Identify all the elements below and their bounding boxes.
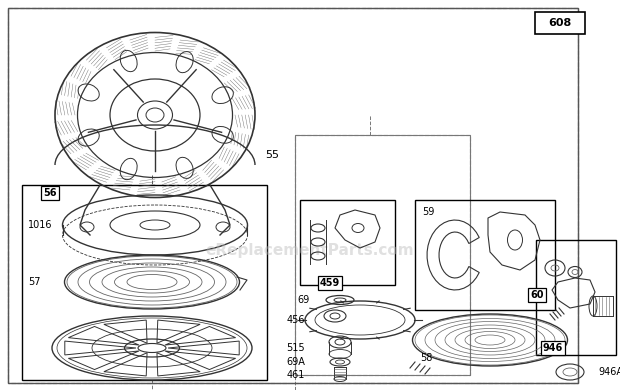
Text: 69: 69 — [298, 295, 310, 305]
Text: 459: 459 — [320, 278, 340, 288]
Text: eReplacementParts.com: eReplacementParts.com — [206, 243, 414, 257]
Bar — [22, 185, 267, 380]
Text: 946A: 946A — [598, 367, 620, 377]
Text: 461: 461 — [286, 370, 305, 380]
Bar — [300, 200, 395, 285]
Bar — [535, 12, 585, 34]
Text: 515: 515 — [286, 343, 305, 353]
Bar — [536, 240, 616, 355]
Bar — [415, 200, 555, 310]
Text: 1016: 1016 — [28, 220, 53, 230]
Text: 56: 56 — [43, 188, 57, 198]
Text: 456: 456 — [286, 315, 305, 325]
Bar — [295, 135, 470, 375]
Text: 608: 608 — [548, 18, 572, 28]
Text: 58: 58 — [420, 353, 432, 363]
Text: 57: 57 — [28, 277, 40, 287]
Text: 69A: 69A — [286, 357, 305, 367]
Text: 59: 59 — [422, 207, 435, 217]
Text: 55: 55 — [265, 150, 279, 160]
Text: 946: 946 — [543, 343, 563, 353]
Bar — [295, 135, 470, 375]
Text: 60: 60 — [530, 290, 544, 300]
